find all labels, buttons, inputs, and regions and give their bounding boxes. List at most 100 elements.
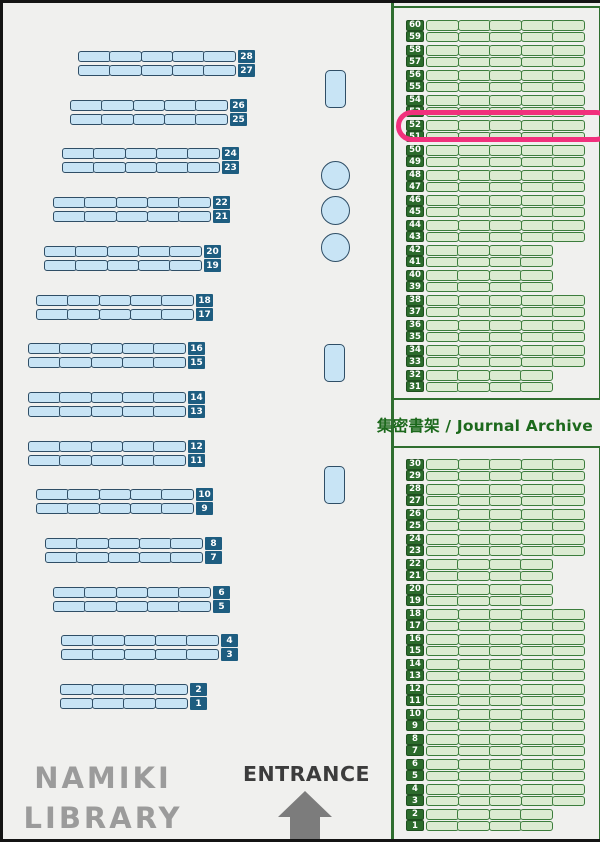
archive-shelf-segment <box>520 759 554 770</box>
shelf-segment <box>155 162 189 173</box>
shelf-segment <box>129 309 163 320</box>
shelf-segment <box>59 392 93 403</box>
archive-shelf-bar <box>426 534 585 545</box>
shelf-row: 21 <box>53 210 230 223</box>
archive-shelf-bar <box>426 120 585 131</box>
archive-shelf-segment <box>457 484 491 495</box>
archive-shelf-segment <box>457 70 491 81</box>
archive-shelf-segment <box>457 170 491 181</box>
archive-shelf-segment <box>552 784 585 795</box>
shelf-segment <box>109 51 143 62</box>
archive-shelf-number-label: 14 <box>406 658 424 670</box>
archive-shelf-segment <box>552 609 585 620</box>
archive-shelf-segment <box>457 120 491 131</box>
archive-shelf-segment <box>426 684 459 695</box>
shelf-segment <box>53 197 86 208</box>
shelf-row: 12 <box>28 440 205 453</box>
archive-shelf-segment <box>552 131 585 142</box>
archive-shelf-segment <box>520 331 554 342</box>
archive-shelf-segment <box>520 534 554 545</box>
archive-shelf-segment <box>520 509 554 520</box>
archive-shelf-segment <box>426 156 459 167</box>
archive-shelf-segment <box>426 95 459 106</box>
archive-shelf-segment <box>552 520 585 531</box>
shelf-segment <box>154 649 188 660</box>
shelf-number-label: 14 <box>188 391 205 404</box>
archive-shelf-segment <box>426 784 459 795</box>
shelf-bar <box>70 100 228 111</box>
shelf-number-label: 16 <box>188 342 205 355</box>
archive-shelf-bar <box>426 381 553 392</box>
archive-shelf-row: 8 <box>406 733 599 745</box>
archive-shelf-segment <box>457 784 491 795</box>
shelf-segment <box>109 65 143 76</box>
archive-shelf-segment <box>520 320 554 331</box>
archive-shelf-row: 29 <box>406 470 599 482</box>
archive-shelf-row: 38 <box>406 294 599 306</box>
archive-shelf-segment <box>489 120 522 131</box>
pillar <box>324 344 345 382</box>
archive-shelf-number-label: 36 <box>406 319 424 331</box>
shelf-bar <box>60 698 188 709</box>
archive-shelf-segment <box>520 570 553 581</box>
archive-shelf-segment <box>426 620 459 631</box>
archive-shelf-row: 59 <box>406 31 599 43</box>
shelf-segment <box>153 455 186 466</box>
archive-shelf-segment <box>426 759 459 770</box>
archive-shelf-bar <box>426 331 585 342</box>
shelf-segment <box>161 309 194 320</box>
shelf-segment <box>84 587 118 598</box>
archive-shelf-segment <box>457 156 491 167</box>
archive-shelf-number-label: 20 <box>406 583 424 595</box>
archive-shelf-row: 54 <box>406 94 599 106</box>
archive-shelf-segment <box>520 370 553 381</box>
shelf-segment <box>75 246 109 257</box>
archive-shelf-bar <box>426 584 553 595</box>
archive-shelf-number-label: 53 <box>406 106 424 118</box>
shelf-row: 14 <box>28 391 205 404</box>
archive-shelf-segment <box>520 634 554 645</box>
archive-shelf-row: 36 <box>406 319 599 331</box>
archive-shelf-segment <box>426 709 459 720</box>
shelf-number-label: 25 <box>230 113 247 126</box>
archive-shelf-bar <box>426 620 585 631</box>
archive-shelf-segment <box>489 106 522 117</box>
shelf-segment <box>36 309 69 320</box>
shelf-bar <box>36 489 194 500</box>
archive-shelf-segment <box>489 609 522 620</box>
shelf-bar <box>44 246 202 257</box>
archive-shelf-segment <box>426 720 459 731</box>
archive-shelf-segment <box>489 534 522 545</box>
archive-shelf-bar <box>426 45 585 56</box>
shelf-bar <box>78 65 236 76</box>
archive-shelf-bar <box>426 559 553 570</box>
archive-shelf-bar <box>426 370 553 381</box>
archive-shelf-segment <box>457 220 491 231</box>
shelf-pair: 16 15 <box>28 342 205 371</box>
shelf-segment <box>123 649 157 660</box>
archive-shelf-bar <box>426 70 585 81</box>
archive-shelf-segment <box>457 545 491 556</box>
archive-shelf-segment <box>489 345 522 356</box>
archive-shelf-row: 60 <box>406 19 599 31</box>
archive-shelf-segment <box>520 734 554 745</box>
archive-shelf-segment <box>552 306 585 317</box>
shelf-segment <box>146 197 180 208</box>
shelf-segment <box>121 441 155 452</box>
shelf-number-label: 2 <box>190 683 207 696</box>
archive-shelf-segment <box>488 584 522 595</box>
shelf-segment <box>115 601 149 612</box>
shelf-segment <box>171 65 205 76</box>
archive-shelf-bar <box>426 759 585 770</box>
shelf-segment <box>28 357 61 368</box>
archive-shelf-bar <box>426 595 553 606</box>
shelf-segment <box>90 455 124 466</box>
shelf-number-label: 4 <box>221 634 238 647</box>
archive-shelf-segment <box>426 81 459 92</box>
archive-shelf-row: 20 <box>406 583 599 595</box>
archive-shelf-segment <box>426 131 459 142</box>
round-table <box>321 161 350 190</box>
archive-shelf-number-label: 42 <box>406 244 424 256</box>
archive-shelf-row: 18 <box>406 608 599 620</box>
archive-shelf-segment <box>489 520 522 531</box>
